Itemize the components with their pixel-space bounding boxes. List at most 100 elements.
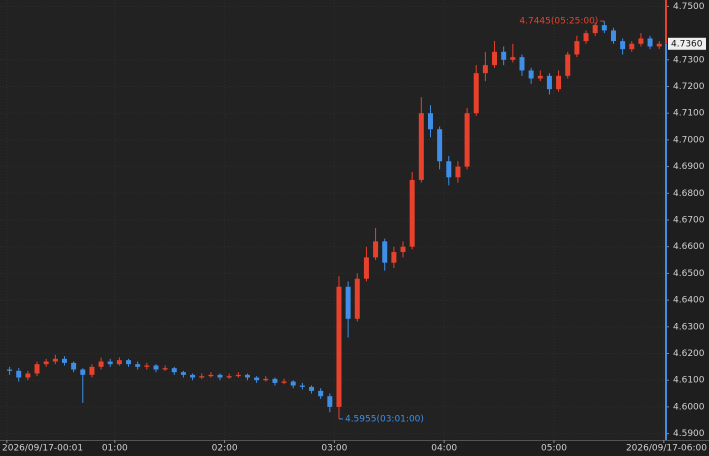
x-tick-label: 03:00 [321,444,347,454]
candle-body [418,113,424,180]
candle-body [190,374,196,378]
y-tick-label: 4.6200 [673,349,705,359]
low-annotation: 4.5955(03:01:00) [345,414,424,424]
high-annotation: 4.7445(05:25:00) [519,17,598,27]
candle-body [235,374,241,377]
y-tick-label: 4.6500 [673,269,705,279]
candle-body [473,73,479,114]
candle-body [537,75,543,79]
x-tick-label: 2026/09/17-06:00 [626,444,707,454]
candle-body [226,376,232,378]
candle-body [16,370,22,378]
candle-body [299,385,305,387]
y-tick-label: 4.6800 [673,189,705,199]
candle-body [400,246,406,253]
candle-body [464,113,470,167]
candle-body [217,374,223,378]
candle-body [409,179,415,247]
candle-body [89,366,95,375]
candle-body [592,25,598,34]
candle-body [556,75,562,90]
candle-body [318,390,324,397]
candle-body [144,365,150,367]
candle-body [34,364,40,374]
y-tick-label: 4.6900 [673,162,705,172]
candle-body [281,381,287,383]
candle-body [528,70,534,79]
candle-body [446,161,452,178]
candle-body [327,396,333,407]
candle-body [107,361,113,365]
candle-body [153,365,159,370]
candle-body [583,33,589,42]
candle-body [208,374,214,377]
candle-body [162,368,168,370]
candle-body [199,376,205,378]
candle-body [565,54,571,76]
candle-body [427,113,433,130]
candle-body [71,362,77,370]
y-tick-label: 4.6400 [673,296,705,306]
candle-body [25,373,31,378]
candle-body [455,166,461,178]
candle-body [354,278,360,319]
x-tick-label: 05:00 [541,444,567,454]
candle-body [80,369,86,375]
candle-body [126,360,132,365]
candle-body [601,25,607,31]
y-tick-label: 4.7300 [673,55,705,65]
candle-body [638,38,644,44]
candle-body [52,358,58,362]
x-tick-label: 01:00 [102,444,128,454]
candle-body [656,43,662,47]
last-price-label: 4.7360 [671,39,703,49]
y-tick-label: 4.7000 [673,135,705,145]
x-tick-label: 04:00 [431,444,457,454]
y-tick-label: 4.7500 [673,2,705,12]
y-tick-label: 4.6100 [673,376,705,386]
y-tick-label: 4.7200 [673,82,705,92]
candle-body [244,374,250,378]
candle-body [610,30,616,42]
candle-body [254,377,260,381]
candle-body [171,368,177,373]
candle-body [336,286,342,407]
x-tick-label: 2026/09/17-00:01 [2,444,83,454]
candle-body [272,378,278,383]
candle-body [309,386,315,391]
candle-body [546,75,552,90]
candle-body [482,65,488,74]
y-tick-label: 4.6700 [673,216,705,226]
candle-body [43,361,49,365]
y-tick-label: 4.7100 [673,109,705,119]
candle-body [647,38,653,47]
candle-body [574,41,580,55]
candle-body [510,57,516,60]
candle-body [382,241,388,263]
candle-body [7,369,13,371]
candle-body [98,361,104,367]
candle-body [61,358,67,363]
candle-body [116,360,122,365]
candle-body [363,257,369,279]
y-tick-label: 4.6300 [673,322,705,332]
y-tick-label: 4.5900 [673,429,705,439]
last-price-box [668,37,706,50]
candle-body [437,129,443,162]
y-tick-label: 4.6000 [673,402,705,412]
candle-body [373,241,379,258]
candle-body [290,381,296,386]
candle-body [180,372,186,375]
candle-body [519,57,525,71]
candle-body [629,43,635,50]
candle-body [391,252,397,263]
y-tick-label: 4.6600 [673,242,705,252]
candle-body [135,364,141,367]
candle-body [345,286,351,319]
candle-body [620,41,626,50]
candle-body [501,51,507,60]
x-tick-label: 02:00 [212,444,238,454]
candle-body [492,51,498,66]
candle-body [263,378,269,381]
